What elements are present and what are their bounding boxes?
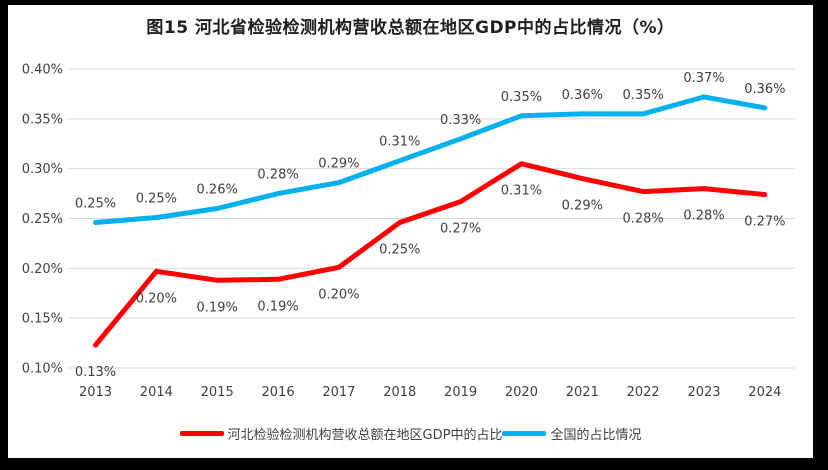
data-point-label: 0.33% (440, 113, 481, 128)
data-point-label: 0.13% (75, 365, 116, 380)
data-point-label: 0.26% (197, 183, 238, 198)
legend-item-hebei[interactable]: 河北检验检测机构营收总额在地区GDP中的占比 (179, 424, 503, 443)
chart-canvas (8, 5, 813, 458)
data-point-label: 0.20% (318, 287, 359, 302)
data-point-label: 0.36% (744, 82, 785, 97)
data-point-label: 0.29% (562, 199, 603, 214)
y-axis-tick-label: 0.15% (22, 312, 63, 327)
x-axis-tick-label: 2018 (383, 385, 416, 400)
y-axis-tick-label: 0.20% (22, 262, 63, 277)
data-point-label: 0.31% (501, 184, 542, 199)
data-point-label: 0.36% (562, 88, 603, 103)
chart-title: 图15 河北省检验检测机构营收总额在地区GDP中的占比情况（%） (146, 18, 675, 38)
legend-label-national: 全国的占比情况 (550, 428, 642, 443)
x-axis-tick-label: 2020 (505, 385, 538, 400)
data-point-label: 0.25% (75, 196, 116, 211)
legend-label-hebei: 河北检验检测机构营收总额在地区GDP中的占比 (227, 428, 503, 443)
data-point-label: 0.37% (683, 71, 724, 86)
y-axis-tick-label: 0.40% (22, 63, 63, 78)
legend-item-national[interactable]: 全国的占比情况 (502, 424, 641, 443)
data-point-label: 0.25% (379, 242, 420, 257)
x-axis-tick-label: 2022 (627, 385, 660, 400)
data-point-label: 0.27% (744, 215, 785, 230)
x-axis-tick-label: 2015 (201, 385, 234, 400)
data-point-label: 0.27% (440, 222, 481, 237)
data-point-label: 0.25% (136, 192, 177, 207)
x-axis-tick-label: 2024 (748, 385, 781, 400)
data-point-label: 0.28% (622, 212, 663, 227)
y-axis-tick-label: 0.25% (22, 212, 63, 227)
y-axis-tick-label: 0.10% (22, 362, 63, 377)
data-point-label: 0.31% (379, 135, 420, 150)
data-point-label: 0.19% (197, 300, 238, 315)
data-point-label: 0.20% (136, 291, 177, 306)
x-axis-tick-label: 2021 (566, 385, 599, 400)
legend: 河北检验检测机构营收总额在地区GDP中的占比 全国的占比情况 (8, 424, 813, 443)
data-point-label: 0.28% (257, 168, 298, 183)
y-axis-tick-label: 0.35% (22, 112, 63, 127)
series-line (93, 94, 768, 225)
x-axis-tick-label: 2019 (444, 385, 477, 400)
data-point-label: 0.35% (622, 88, 663, 103)
data-point-label: 0.28% (683, 209, 724, 224)
data-point-label: 0.19% (257, 299, 298, 314)
data-point-label: 0.29% (318, 157, 359, 172)
y-axis-tick-label: 0.30% (22, 162, 63, 177)
legend-swatch-national-line (502, 431, 547, 436)
x-axis-tick-label: 2014 (140, 385, 173, 400)
x-axis-tick-label: 2017 (322, 385, 355, 400)
x-axis-tick-label: 2016 (262, 385, 295, 400)
series-line (93, 161, 768, 348)
x-axis-tick-label: 2023 (687, 385, 720, 400)
legend-swatch-hebei-line (179, 431, 224, 436)
x-axis-tick-label: 2013 (79, 385, 112, 400)
data-point-label: 0.35% (501, 90, 542, 105)
